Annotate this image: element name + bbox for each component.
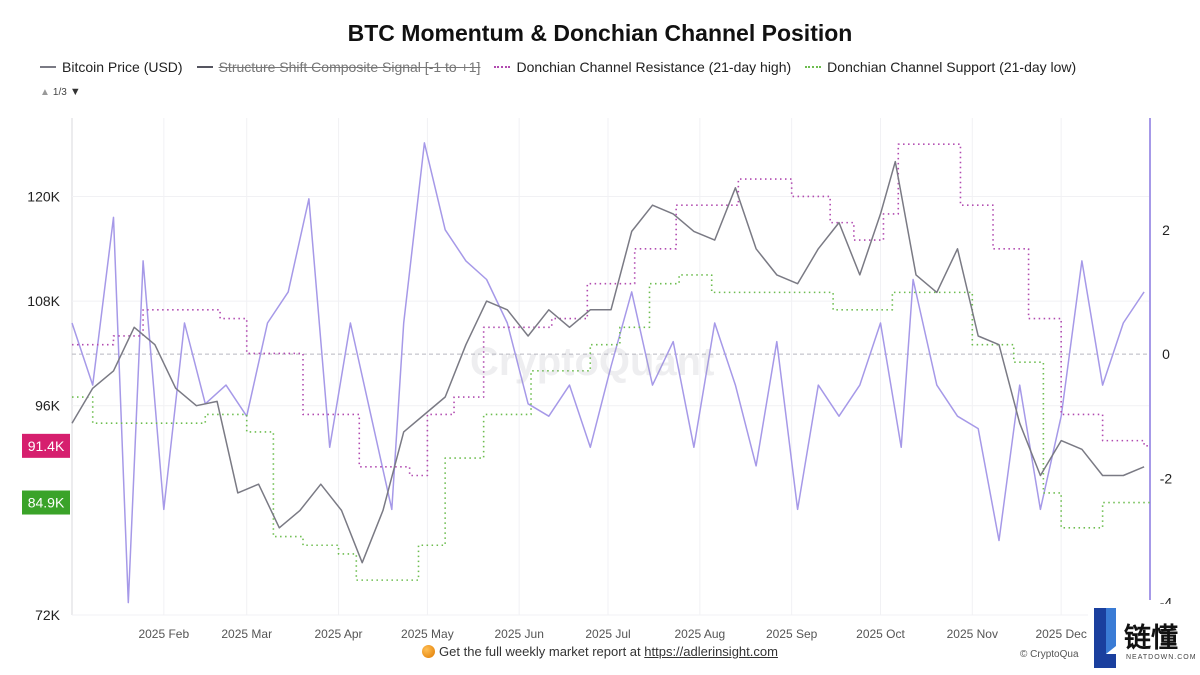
footer: Get the full weekly market report at htt… [0, 644, 1200, 659]
x-tick-label: 2025 May [401, 627, 454, 641]
legend-swatch-structure-shift [196, 66, 213, 68]
chart-series [71, 142, 1150, 604]
legend-label-bitcoin-price: Bitcoin Price (USD) [62, 59, 183, 75]
y-left-tick-label: 96K [35, 398, 61, 414]
price-badge-0: 91.4K [22, 433, 70, 458]
x-tick-label: 2025 Dec [1035, 627, 1086, 641]
legend-item-donchian-resistance[interactable]: Donchian Channel Resistance (21-day high… [494, 59, 791, 75]
footer-link[interactable]: https://adlerinsight.com [644, 644, 778, 659]
x-tick-label: 2025 Apr [315, 627, 363, 641]
y-left-tick-label: 108K [27, 293, 60, 309]
x-tick-label: 2025 Nov [947, 627, 998, 641]
chart-title: BTC Momentum & Donchian Channel Position [347, 20, 853, 46]
x-tick-label: 2025 Mar [221, 627, 272, 641]
price-badges: 91.4K 84.9K [22, 433, 70, 515]
x-tick-label: 2025 Jul [585, 627, 630, 641]
price-badge-label: 84.9K [28, 495, 65, 511]
logo-cn-text: 链懂 [1124, 623, 1178, 654]
chart-legend: Bitcoin Price (USD) Structure Shift Comp… [40, 59, 1160, 75]
x-tick-label: 2025 Jun [494, 627, 543, 641]
pager-up-icon[interactable]: ▲ [40, 86, 50, 98]
series-line-3 [72, 274, 1150, 581]
y-axis-left-ticks: 72K 96K 108K 120K [27, 188, 60, 623]
y-right-tick-label: 0 [1162, 346, 1170, 362]
coin-icon [422, 645, 436, 658]
price-badge-1: 84.9K [22, 490, 70, 515]
watermark: CryptoQuant [470, 340, 715, 384]
legend-pager: ▲ 1/3 ▼ [40, 86, 81, 98]
legend-label-donchian-support: Donchian Channel Support (21-day low) [827, 59, 1077, 75]
series-line-2 [72, 143, 1150, 477]
pager-label: 1/3 [52, 86, 67, 98]
logo-l-icon [1094, 608, 1116, 668]
legend-label-structure-shift: Structure Shift Composite Signal [-1 to … [218, 59, 481, 75]
legend-swatch-donchian-support [805, 66, 822, 68]
series-line-0 [71, 160, 1145, 564]
x-axis-ticks: 2025 Feb 2025 Mar 2025 Apr 2025 May 2025 Jun… [138, 627, 1086, 641]
x-tick-label: 2025 Oct [856, 627, 905, 641]
legend-item-bitcoin-price[interactable]: Bitcoin Price (USD) [40, 59, 183, 75]
y-left-tick-label: 120K [27, 188, 60, 204]
legend-label-donchian-resistance: Donchian Channel Resistance (21-day high… [516, 59, 792, 75]
price-badge-label: 91.4K [28, 438, 65, 454]
site-logo: 链懂 NEATDOWN.COM [1088, 604, 1200, 675]
legend-swatch-bitcoin-price [40, 66, 56, 68]
legend-item-donchian-support[interactable]: Donchian Channel Support (21-day low) [805, 59, 1076, 75]
series-line-4 [71, 142, 1145, 604]
price-badge-bg [22, 433, 70, 458]
footer-text: Get the full weekly market report at [439, 644, 641, 659]
legend-swatch-donchian-resistance [494, 66, 511, 68]
pager-down-icon[interactable]: ▼ [69, 86, 81, 98]
price-badge-bg [22, 490, 70, 515]
x-tick-label: 2025 Sep [766, 627, 818, 641]
y-left-tick-label: 72K [35, 607, 61, 623]
y-axis-right-ticks: 20-2-4 [1160, 222, 1173, 611]
x-tick-label: 2025 Aug [674, 627, 725, 641]
logo-en-text: NEATDOWN.COM [1126, 654, 1197, 661]
y-right-tick-label: 2 [1162, 222, 1170, 238]
legend-item-structure-shift[interactable]: Structure Shift Composite Signal [-1 to … [196, 59, 481, 75]
x-tick-label: 2025 Feb [138, 627, 189, 641]
copyright: © CryptoQua [1020, 649, 1079, 660]
y-right-tick-label: -2 [1160, 470, 1173, 486]
